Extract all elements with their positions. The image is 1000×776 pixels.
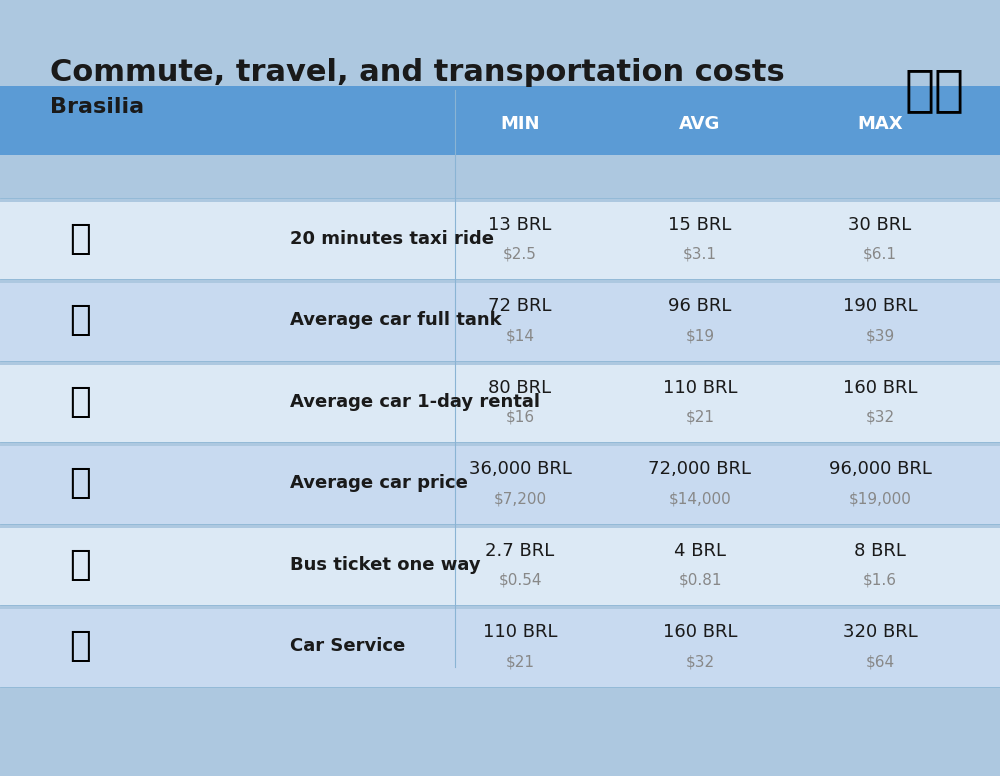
Text: Brasilia: Brasilia [50,97,144,117]
Text: Commute, travel, and transportation costs: Commute, travel, and transportation cost… [50,58,785,87]
Text: 36,000 BRL: 36,000 BRL [469,460,571,478]
Text: $32: $32 [865,410,895,424]
Text: $39: $39 [865,328,895,343]
Text: 110 BRL: 110 BRL [483,623,557,641]
Text: 4 BRL: 4 BRL [674,542,726,559]
FancyBboxPatch shape [0,365,1000,442]
Text: 72,000 BRL: 72,000 BRL [648,460,752,478]
Text: $0.81: $0.81 [678,573,722,587]
Text: AVG: AVG [679,115,721,133]
Text: $7,200: $7,200 [493,491,547,506]
Text: 🚕: 🚕 [69,222,91,255]
Text: $1.6: $1.6 [863,573,897,587]
Text: 160 BRL: 160 BRL [663,623,737,641]
Text: 13 BRL: 13 BRL [488,216,552,234]
Text: 160 BRL: 160 BRL [843,379,917,397]
Text: 96 BRL: 96 BRL [668,297,732,315]
Text: $32: $32 [685,654,715,669]
Text: $3.1: $3.1 [683,247,717,262]
FancyBboxPatch shape [0,528,1000,605]
Text: Average car full tank: Average car full tank [290,311,502,329]
Text: $21: $21 [686,410,714,424]
Text: Average car price: Average car price [290,474,468,492]
Text: Bus ticket one way: Bus ticket one way [290,556,481,573]
FancyBboxPatch shape [0,609,1000,687]
Text: $2.5: $2.5 [503,247,537,262]
Text: 110 BRL: 110 BRL [663,379,737,397]
Text: $0.54: $0.54 [498,573,542,587]
Text: $14,000: $14,000 [669,491,731,506]
FancyBboxPatch shape [0,86,1000,155]
Text: 15 BRL: 15 BRL [668,216,732,234]
FancyBboxPatch shape [0,202,1000,279]
Text: 190 BRL: 190 BRL [843,297,917,315]
Text: MIN: MIN [500,115,540,133]
Text: $19: $19 [685,328,715,343]
Text: 320 BRL: 320 BRL [843,623,917,641]
Text: 96,000 BRL: 96,000 BRL [829,460,931,478]
Text: 🔧: 🔧 [69,629,91,663]
Text: $16: $16 [505,410,535,424]
FancyBboxPatch shape [0,446,1000,524]
Text: $6.1: $6.1 [863,247,897,262]
Text: 🚌: 🚌 [69,548,91,581]
Text: 20 minutes taxi ride: 20 minutes taxi ride [290,230,494,248]
Text: MAX: MAX [857,115,903,133]
Text: 80 BRL: 80 BRL [488,379,552,397]
Text: 🇧🇷: 🇧🇷 [905,66,965,114]
Text: $64: $64 [865,654,895,669]
Text: ⛽: ⛽ [69,303,91,337]
Text: 🚙: 🚙 [69,385,91,418]
Text: 🚗: 🚗 [69,466,91,500]
Text: 30 BRL: 30 BRL [848,216,912,234]
Text: $14: $14 [506,328,534,343]
Text: Average car 1-day rental: Average car 1-day rental [290,393,540,411]
FancyBboxPatch shape [0,283,1000,361]
Text: 72 BRL: 72 BRL [488,297,552,315]
Text: Car Service: Car Service [290,637,405,655]
Text: $21: $21 [506,654,534,669]
Text: 2.7 BRL: 2.7 BRL [485,542,555,559]
Text: 8 BRL: 8 BRL [854,542,906,559]
Text: $19,000: $19,000 [849,491,911,506]
